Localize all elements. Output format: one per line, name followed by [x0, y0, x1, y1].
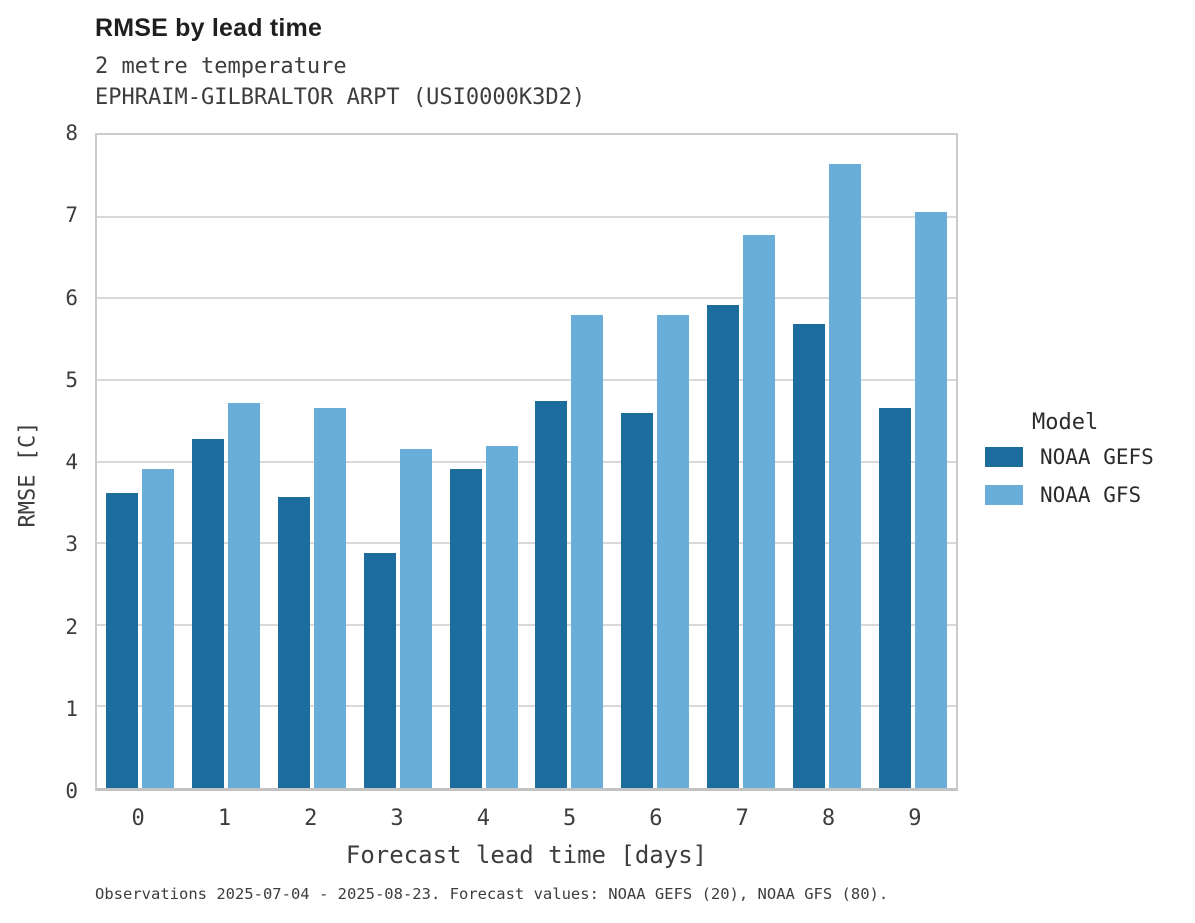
bar-noaa-gefs-lead-9 [879, 408, 912, 788]
bar-noaa-gfs-lead-6 [657, 314, 690, 788]
gridline-y-4 [97, 460, 956, 463]
gridline-y-7 [97, 215, 956, 218]
legend-entry-noaa-gfs: NOAA GFS [985, 483, 1154, 507]
x-axis-label: Forecast lead time [days] [345, 841, 708, 869]
gridline-y-1 [97, 705, 956, 708]
chart-title: RMSE by lead time [95, 14, 323, 42]
x-tick-0: 0 [131, 806, 145, 831]
bar-group-lead-6 [612, 135, 698, 788]
bar-group-lead-2 [269, 135, 355, 788]
bar-noaa-gefs-lead-5 [535, 401, 568, 788]
bar-noaa-gfs-lead-8 [829, 164, 862, 788]
legend-swatch-icon [985, 447, 1023, 467]
y-tick-8: 8 [65, 121, 78, 145]
gridline-y-6 [97, 297, 956, 300]
bars-layer [97, 135, 956, 788]
legend-label: NOAA GFS [1040, 483, 1142, 507]
x-tick-1: 1 [217, 806, 232, 831]
bar-group-lead-4 [441, 135, 527, 788]
bar-noaa-gfs-lead-1 [227, 402, 260, 788]
legend-title: Model [1032, 410, 1099, 435]
legend-entry-noaa-gefs: NOAA GEFS [985, 445, 1154, 469]
bar-noaa-gfs-lead-2 [313, 407, 346, 788]
bar-noaa-gfs-lead-0 [141, 468, 174, 788]
legend-swatch-icon [985, 485, 1023, 505]
bar-noaa-gefs-lead-1 [191, 439, 224, 788]
y-tick-6: 6 [65, 285, 78, 310]
bar-noaa-gefs-lead-3 [363, 552, 396, 788]
bar-noaa-gfs-lead-4 [485, 446, 518, 788]
y-axis-ticks: 0 1 2 3 4 5 6 7 8 [0, 121, 78, 803]
x-tick-9: 9 [908, 806, 922, 831]
y-tick-5: 5 [65, 367, 78, 392]
x-tick-7: 7 [735, 806, 749, 831]
bar-noaa-gefs-lead-8 [793, 323, 826, 788]
bar-noaa-gefs-lead-2 [277, 496, 310, 788]
legend-label: NOAA GEFS [1040, 445, 1154, 469]
y-tick-4: 4 [65, 450, 78, 474]
y-tick-2: 2 [65, 614, 78, 639]
footer-caption: Observations 2025-07-04 - 2025-08-23. Fo… [95, 885, 889, 903]
bar-group-lead-1 [183, 135, 269, 788]
bar-noaa-gfs-lead-5 [571, 314, 604, 788]
x-tick-2: 2 [304, 806, 318, 831]
bar-noaa-gefs-lead-4 [449, 468, 482, 788]
bar-noaa-gefs-lead-6 [621, 412, 654, 788]
bar-group-lead-3 [355, 135, 441, 788]
x-tick-6: 6 [649, 806, 663, 831]
x-axis-ticks: 0 1 2 3 4 5 6 7 8 9 [95, 806, 958, 831]
gridline-y-2 [97, 623, 956, 626]
gridline-y-5 [97, 378, 956, 381]
y-tick-3: 3 [65, 532, 78, 557]
bar-group-lead-9 [870, 135, 956, 788]
x-tick-5: 5 [563, 806, 577, 831]
x-tick-8: 8 [821, 806, 836, 831]
gridline-y-3 [97, 542, 956, 545]
y-tick-0: 0 [65, 779, 78, 803]
bar-noaa-gefs-lead-0 [105, 492, 138, 788]
bar-noaa-gefs-lead-7 [707, 304, 740, 788]
x-tick-4: 4 [476, 806, 490, 831]
bar-group-lead-0 [97, 135, 183, 788]
y-tick-1: 1 [65, 696, 78, 721]
bar-noaa-gfs-lead-9 [915, 211, 948, 788]
bar-group-lead-8 [784, 135, 870, 788]
bar-noaa-gfs-lead-3 [399, 449, 432, 788]
legend-entries: NOAA GEFS NOAA GFS [985, 445, 1154, 507]
bar-group-lead-7 [698, 135, 784, 788]
bar-noaa-gfs-lead-7 [743, 235, 776, 788]
chart-subtitle-station: EPHRAIM-GILBRALTOR ARPT (USI0000K3D2) [95, 85, 586, 110]
legend: Model NOAA GEFS NOAA GFS [985, 410, 1154, 521]
y-tick-7: 7 [65, 203, 78, 228]
chart-subtitle-variable: 2 metre temperature [95, 54, 347, 79]
chart-header: RMSE by lead time 2 metre temperature EP… [95, 14, 585, 113]
plot-area [95, 133, 958, 791]
bar-group-lead-5 [527, 135, 613, 788]
x-tick-3: 3 [390, 806, 404, 831]
